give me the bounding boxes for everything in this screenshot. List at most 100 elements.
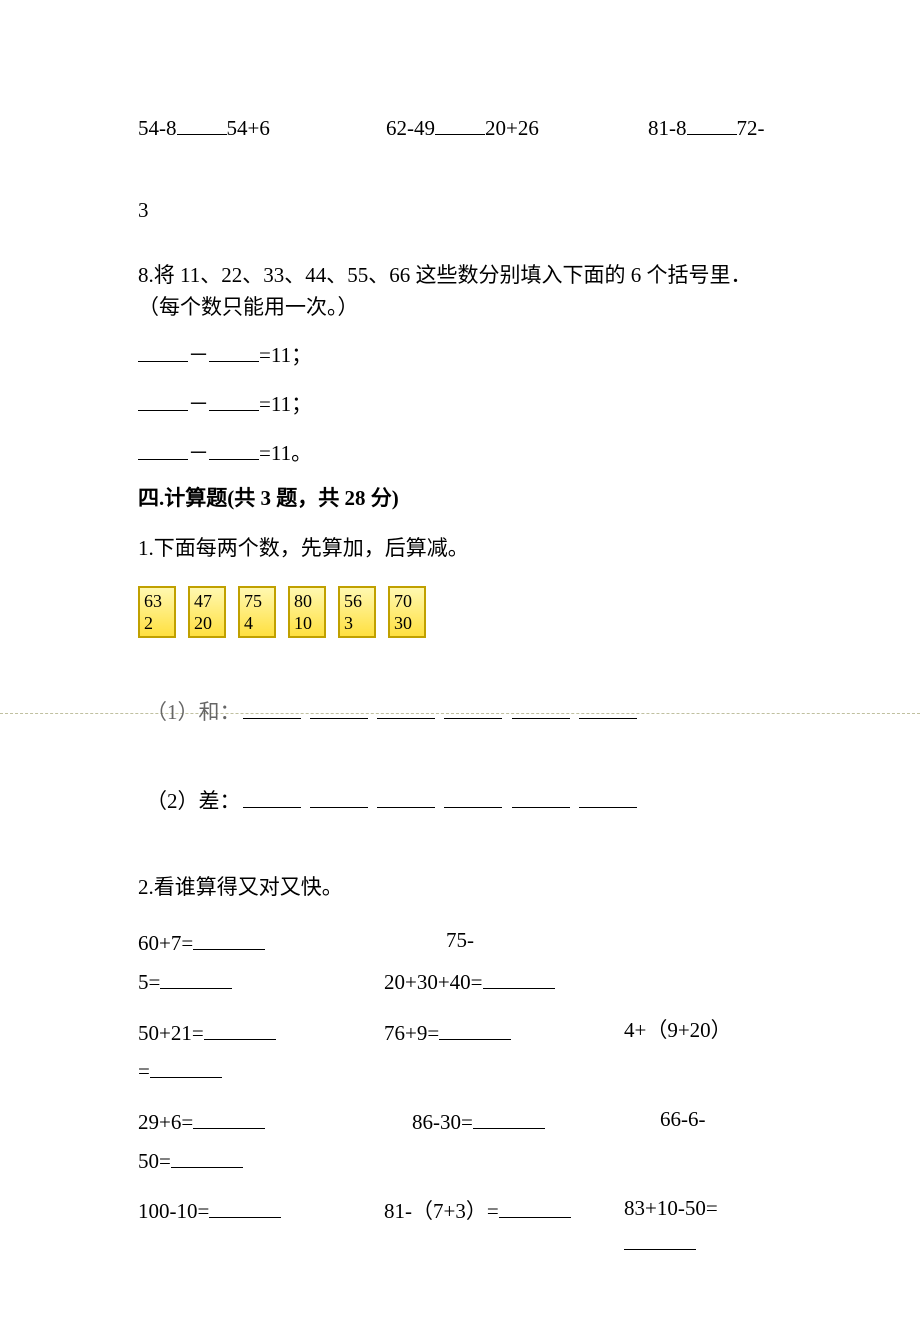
calc-r1c2b: 5= bbox=[138, 964, 384, 999]
diff-blank-1 bbox=[243, 783, 301, 808]
calc-r1c1-blank bbox=[193, 925, 265, 950]
calc-r3c1-expr: 29+6= bbox=[138, 1110, 193, 1134]
num-box-5-bottom: 3 bbox=[344, 612, 353, 635]
compare-1-right: 54+6 bbox=[227, 116, 270, 140]
calc-r3c1: 29+6= bbox=[138, 1104, 384, 1139]
calc-r3c2-expr: 86-30= bbox=[412, 1110, 473, 1134]
q8-2-blank-a bbox=[138, 386, 188, 411]
calc-r4c2-expr: 81-（7+3）= bbox=[384, 1199, 499, 1223]
calc-r1c2a-expr: 75- bbox=[446, 928, 474, 952]
calc-r1c3: 20+30+40= bbox=[384, 964, 624, 999]
q8-2-blank-b bbox=[209, 386, 259, 411]
calc-r1c1: 60+7= bbox=[138, 925, 384, 960]
trailing-3: 3 bbox=[138, 195, 782, 227]
calc-r2c3a-expr: 4+（9+20） bbox=[624, 1018, 732, 1042]
sum-blank-3 bbox=[377, 694, 435, 719]
calc-row-2b: = bbox=[138, 1053, 782, 1088]
calc-r1c3-expr: 20+30+40= bbox=[384, 970, 483, 994]
diff-blanks bbox=[241, 789, 639, 813]
calc-r3c2: 86-30= bbox=[384, 1104, 624, 1139]
q8-2-suffix: =11； bbox=[259, 392, 312, 416]
num-box-1-bottom: 2 bbox=[144, 612, 153, 635]
sum-blank-5 bbox=[512, 694, 570, 719]
sum-blank-6 bbox=[579, 694, 637, 719]
diff-blank-2 bbox=[310, 783, 368, 808]
calc-r2c1-blank bbox=[204, 1015, 276, 1040]
num-box-4: 80 10 bbox=[288, 586, 326, 638]
calc-group: 60+7= 75- 5= 20+30+40= 50+21= 76+9= bbox=[138, 925, 782, 1259]
num-box-4-top: 80 bbox=[294, 590, 312, 613]
calc-r1c3-blank bbox=[483, 964, 555, 989]
q8-eq-3: － =11。 bbox=[138, 435, 782, 470]
q4-1-prompt: 1.下面每两个数，先算加，后算减。 bbox=[138, 533, 782, 565]
calc-r2c1: 50+21= bbox=[138, 1015, 384, 1050]
calc-r2c3b-expr: = bbox=[138, 1059, 150, 1083]
q8-3-suffix: =11。 bbox=[259, 441, 312, 465]
num-box-6: 70 30 bbox=[388, 586, 426, 638]
q8-3-blank-b bbox=[209, 435, 259, 460]
compare-item-2: 62-4920+26 bbox=[386, 110, 648, 145]
sum-blank-4 bbox=[444, 694, 502, 719]
calc-r2c3a: 4+（9+20） bbox=[624, 1015, 782, 1050]
calc-r2c2: 76+9= bbox=[384, 1015, 624, 1050]
comparison-row: 54-854+6 62-4920+26 81-8 72- bbox=[138, 110, 782, 145]
calc-r2c2-expr: 76+9= bbox=[384, 1021, 439, 1045]
calc-r1c1-expr: 60+7= bbox=[138, 931, 193, 955]
diff-label: （2）差： bbox=[138, 789, 241, 813]
q8-3-blank-a bbox=[138, 435, 188, 460]
compare-3-right: 72- bbox=[737, 116, 765, 140]
calc-r3c3b-expr: 50= bbox=[138, 1149, 171, 1173]
q8-minus-1: － bbox=[188, 343, 209, 367]
compare-1-blank bbox=[177, 110, 227, 135]
section-4-header: 四.计算题(共 3 题，共 28 分) bbox=[138, 483, 782, 515]
calc-row-1a: 60+7= 75- bbox=[138, 925, 782, 960]
sum-label: （1）和： bbox=[138, 700, 241, 724]
compare-3-blank bbox=[687, 110, 737, 135]
calc-r2c1-expr: 50+21= bbox=[138, 1021, 204, 1045]
calc-r3c3b: 50= bbox=[138, 1143, 384, 1178]
num-box-3-top: 75 bbox=[244, 590, 262, 613]
calc-r4c3-expr: 83+10-50= bbox=[624, 1196, 718, 1220]
num-box-6-bottom: 30 bbox=[394, 612, 412, 635]
calc-r1c2b-expr: 5= bbox=[138, 970, 160, 994]
diff-blank-5 bbox=[512, 783, 570, 808]
calc-row-3b: 50= bbox=[138, 1143, 782, 1178]
num-box-5: 56 3 bbox=[338, 586, 376, 638]
calc-row-1b: 5= 20+30+40= bbox=[138, 964, 782, 999]
page-content: 54-854+6 62-4920+26 81-8 72- 3 8.将 11、22、… bbox=[0, 0, 920, 1323]
calc-row-4: 100-10= 81-（7+3）= 83+10-50= bbox=[138, 1193, 782, 1259]
num-box-4-bottom: 10 bbox=[294, 612, 312, 635]
calc-r4c2-blank bbox=[499, 1193, 571, 1218]
calc-r4c3-blank bbox=[624, 1225, 696, 1250]
sum-blank-1 bbox=[243, 694, 301, 719]
compare-3-left: 81-8 bbox=[648, 116, 687, 140]
num-box-2-top: 47 bbox=[194, 590, 212, 613]
calc-r2c2-blank bbox=[439, 1015, 511, 1040]
calc-r3c3-blank bbox=[171, 1143, 243, 1168]
num-box-5-top: 56 bbox=[344, 590, 362, 613]
calc-r2c3-blank bbox=[150, 1053, 222, 1078]
calc-r4c1-blank bbox=[209, 1193, 281, 1218]
num-box-6-top: 70 bbox=[394, 590, 412, 613]
diff-blank-3 bbox=[377, 783, 435, 808]
diff-row: （2）差： bbox=[138, 783, 782, 818]
q8-1-blank-b bbox=[209, 337, 259, 362]
calc-r3c1-blank bbox=[193, 1104, 265, 1129]
calc-r4c2: 81-（7+3）= bbox=[384, 1193, 624, 1259]
sum-blank-2 bbox=[310, 694, 368, 719]
q8-prompt: 8.将 11、22、33、44、55、66 这些数分别填入下面的 6 个括号里．… bbox=[138, 260, 782, 323]
q8-1-suffix: =11； bbox=[259, 343, 312, 367]
compare-2-right: 20+26 bbox=[485, 116, 539, 140]
compare-item-1: 54-854+6 bbox=[138, 110, 386, 145]
q8-eq-1: － =11； bbox=[138, 337, 782, 372]
compare-item-3: 81-8 72- bbox=[648, 110, 782, 145]
number-boxes-row: 63 2 47 20 75 4 80 10 56 3 70 30 bbox=[138, 586, 782, 638]
calc-r1c2-blank bbox=[160, 964, 232, 989]
num-box-1-top: 63 bbox=[144, 590, 162, 613]
calc-r2c3b: = bbox=[138, 1053, 384, 1088]
q4-2-prompt: 2.看谁算得又对又快。 bbox=[138, 872, 782, 904]
calc-r3c3a: 66-6- bbox=[624, 1104, 782, 1139]
calc-row-2a: 50+21= 76+9= 4+（9+20） bbox=[138, 1015, 782, 1050]
num-box-1: 63 2 bbox=[138, 586, 176, 638]
q8-minus-3: － bbox=[188, 441, 209, 465]
